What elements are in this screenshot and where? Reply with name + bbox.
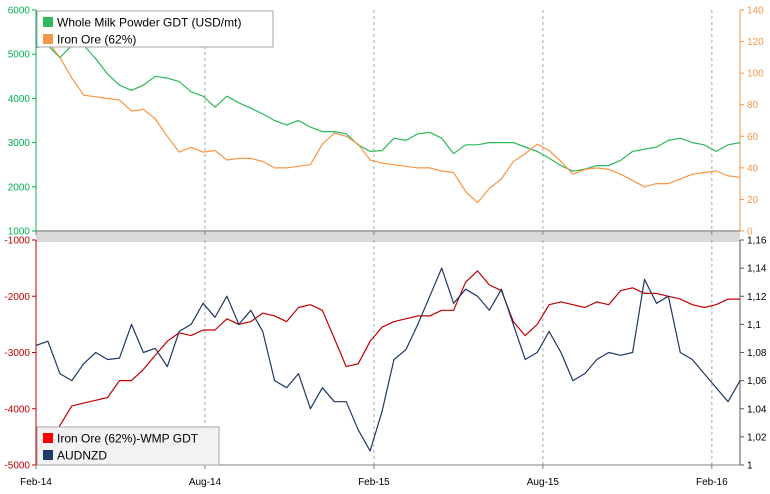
legend-swatch-audnzd xyxy=(43,450,53,460)
legend-swatch-whole-milk-powder-gdt-usd-mt xyxy=(43,17,53,27)
y-right-tick-label: 1,16 xyxy=(747,236,767,247)
y-right-tick-label: 1,06 xyxy=(747,376,767,387)
y-right-tick-label: 120 xyxy=(747,37,764,48)
y-left-tick-label: 5000 xyxy=(8,50,31,61)
y-left-tick-label: -4000 xyxy=(4,404,30,415)
legend-swatch-iron-ore-62 xyxy=(43,34,53,44)
x-tick-label: Feb-16 xyxy=(696,477,728,488)
series-line-iron-ore-62 xyxy=(35,28,741,204)
y-left-tick-label: -2000 xyxy=(4,292,30,303)
x-tick-label: Aug-14 xyxy=(189,477,222,488)
legend-box xyxy=(36,426,220,466)
y-right-tick-label: 40 xyxy=(747,163,759,174)
y-right-tick-label: 80 xyxy=(747,100,759,111)
y-left-tick-label: 2000 xyxy=(8,182,31,193)
legend-label-whole-milk-powder-gdt-usd-mt: Whole Milk Powder GDT (USD/mt) xyxy=(57,16,241,30)
y-right-tick-label: 1,02 xyxy=(747,432,767,443)
legend-box xyxy=(36,10,274,48)
y-right-tick-label: 1,04 xyxy=(747,404,767,415)
y-right-tick-label: 1,14 xyxy=(747,264,767,275)
panel-top: 1000 2000 3000 4000 5000 6000 0 20 40 60 80 100 120 1… xyxy=(8,6,764,238)
y-right-tick-label: 140 xyxy=(747,6,764,17)
legend-swatch-iron-ore-62-wmp-gdt xyxy=(43,433,53,443)
y-left-tick-label: -5000 xyxy=(4,461,30,472)
y-right-tick-label: 20 xyxy=(747,195,759,206)
panel-bottom: -5000 -4000 -3000 -2000 -1000 1 1,02 1,04 1,06 1,… xyxy=(4,236,766,489)
x-tick-label: Feb-14 xyxy=(20,477,52,488)
legend-label-iron-ore-62: Iron Ore (62%) xyxy=(57,33,136,47)
y-right-tick-label: 60 xyxy=(747,132,759,143)
y-left-tick-label: 3000 xyxy=(8,138,31,149)
y-right-tick-label: 0 xyxy=(747,227,753,238)
legend-bottom: Iron Ore (62%)-WMP GDT AUDNZD xyxy=(36,426,220,466)
y-right-tick-label: 1,1 xyxy=(747,320,761,331)
x-tick-label: Feb-15 xyxy=(358,477,390,488)
legend-top: Whole Milk Powder GDT (USD/mt) Iron Ore (… xyxy=(36,10,274,48)
y-right-tick-label: 1,12 xyxy=(747,292,767,303)
y-left-tick-label: 6000 xyxy=(8,6,31,17)
legend-label-audnzd: AUDNZD xyxy=(57,449,107,463)
y-left-tick-label: 1000 xyxy=(8,227,31,238)
series-line-whole-milk-powder-gdt-usd-mt xyxy=(35,44,741,172)
y-right-tick-label: 100 xyxy=(747,69,764,80)
y-right-tick-label: 1 xyxy=(747,461,753,472)
series-line-audnzd xyxy=(35,267,741,452)
y-left-tick-label: -1000 xyxy=(4,236,30,247)
y-left-tick-label: -3000 xyxy=(4,348,30,359)
series-line-iron-ore-62-wmp-gdt xyxy=(35,270,740,466)
panel-separator xyxy=(36,230,740,242)
legend-label-iron-ore-62-wmp-gdt: Iron Ore (62%)-WMP GDT xyxy=(57,432,199,446)
y-left-tick-label: 4000 xyxy=(8,94,31,105)
y-right-tick-label: 1,08 xyxy=(747,348,767,359)
x-tick-label: Aug-15 xyxy=(527,477,560,488)
